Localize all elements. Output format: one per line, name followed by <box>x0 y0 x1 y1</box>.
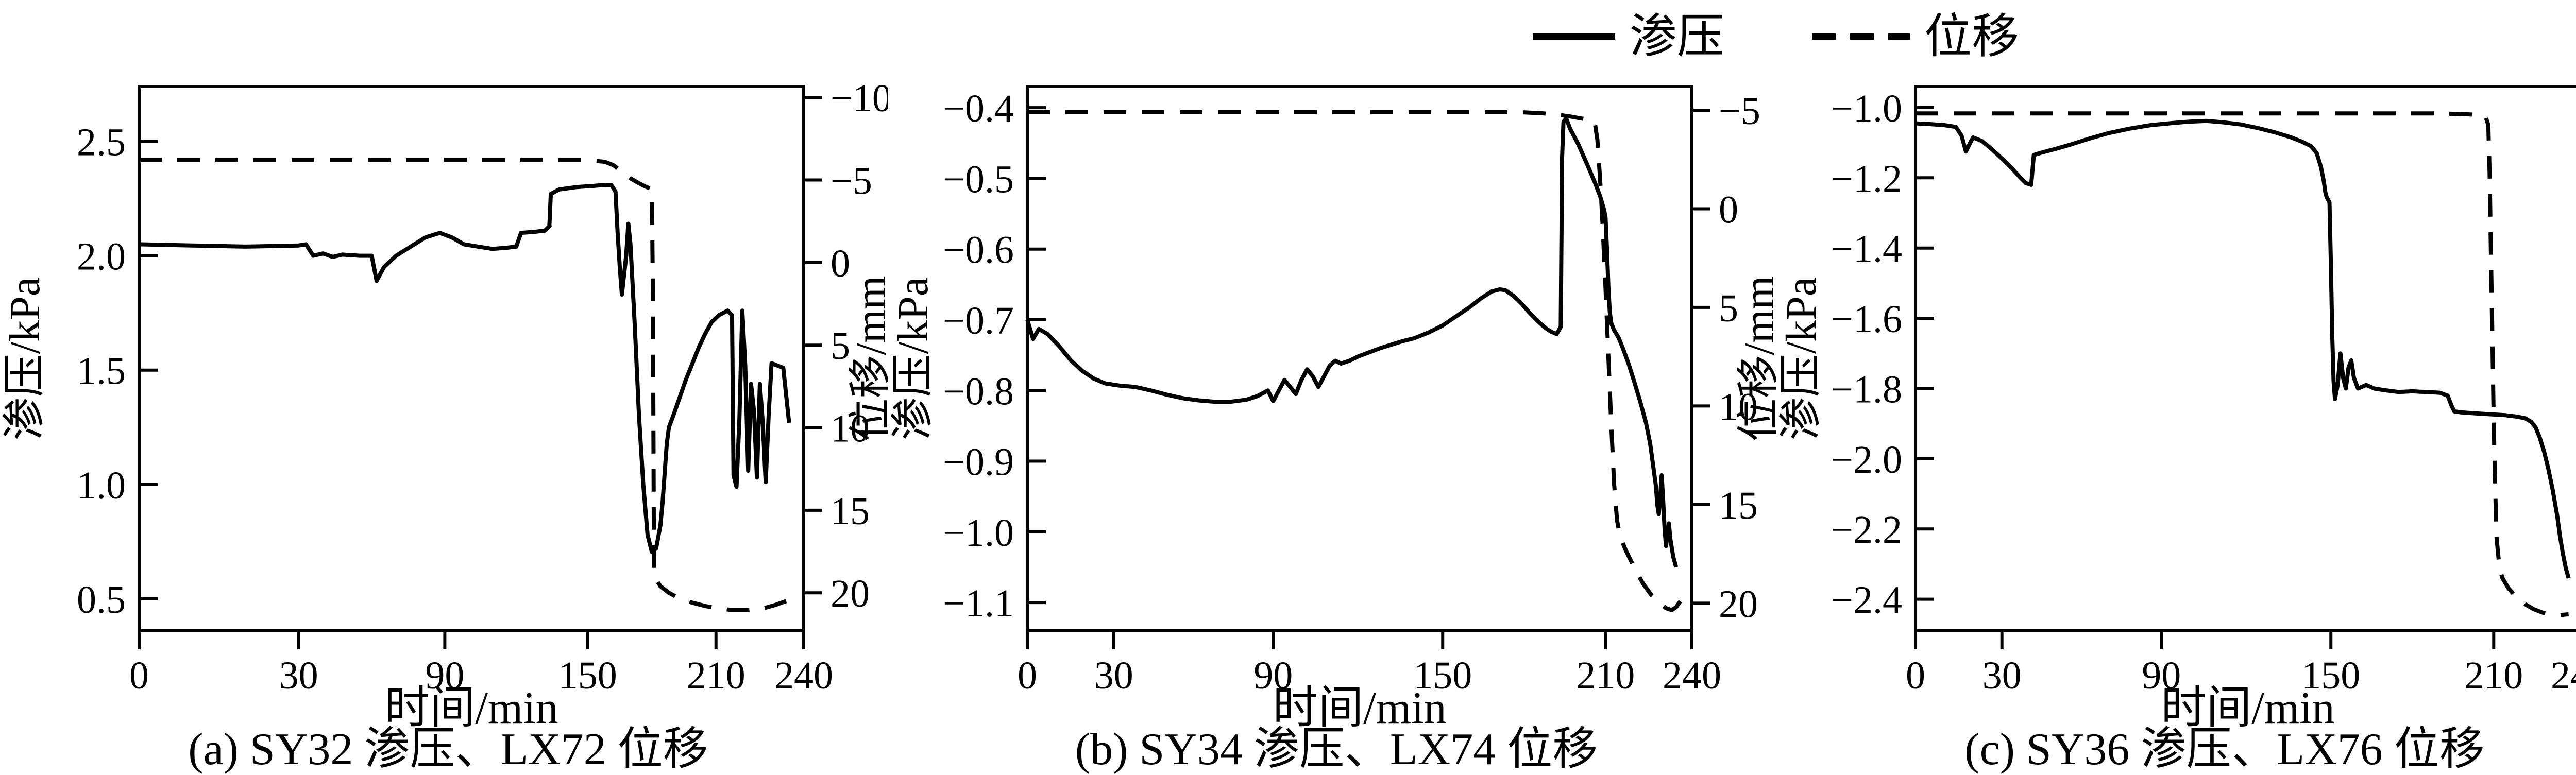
legend-item-displacement: 位移 <box>1812 13 2019 60</box>
chart-c-x-tick-label: 30 <box>1982 654 2022 697</box>
chart-a-svg: 2.5 2.0 1.5 1.0 0.5 −10 −5 0 5 10 15 20 0 30 90 150 210 2… <box>1 77 888 697</box>
chart-a-x-tick-label: 90 <box>425 654 464 697</box>
chart-b-displacement-line <box>1027 110 1682 612</box>
chart-b-x-tick-label: 30 <box>1094 654 1133 697</box>
chart-c-left-tick-label: −1.2 <box>1831 157 1902 200</box>
chart-c-left-tick-label: −2.2 <box>1831 508 1902 552</box>
chart-a-right-axis-title: 位移/mm <box>847 275 888 441</box>
chart-b-right-tick-label: 0 <box>1719 188 1738 231</box>
chart-b-left-tick-label: −0.7 <box>943 299 1014 342</box>
chart-b-left-tick-label: −1.1 <box>943 582 1014 625</box>
chart-a-left-axis-title: 渗压/kPa <box>1 277 49 440</box>
chart-c-seepage-line <box>1915 118 2571 579</box>
chart-a-left-tick-label: 1.5 <box>77 350 126 393</box>
chart-a-left-tick-label: 1.0 <box>77 464 126 507</box>
chart-b-right-tick-label: −5 <box>1719 90 1760 133</box>
chart-b-x-tick-label: 210 <box>1576 654 1635 697</box>
chart-c-x-tick-label: 210 <box>2464 654 2523 697</box>
chart-c-x-tick-label: 150 <box>2301 654 2360 697</box>
chart-c-left-tick-label: −1.6 <box>1831 298 1902 341</box>
chart-b-x-tick-label: 150 <box>1413 654 1472 697</box>
dashed-line-key <box>1812 33 1910 40</box>
chart-b-right-axis-title: 位移/mm <box>1735 275 1776 441</box>
chart-b-x-tick-label: 0 <box>1018 654 1037 697</box>
chart-b-left-tick-label: −0.4 <box>943 87 1014 130</box>
legend-label-seepage: 渗压 <box>1629 10 1724 63</box>
chart-c-x-axis-title: 时间/min <box>2161 683 2335 733</box>
chart-a-left-tick-label: 2.5 <box>77 121 126 164</box>
chart-c-svg: −1.0−1.2−1.4−1.6−1.8−2.0−2.2−2.4−10−5051… <box>1777 85 2576 697</box>
chart-c-left-tick-label: −2.0 <box>1831 438 1902 481</box>
chart-a-x-tick-label: 30 <box>279 654 318 697</box>
chart-b-left-tick-label: −0.6 <box>943 229 1014 272</box>
chart-b-left-tick-label: −0.9 <box>943 441 1014 484</box>
chart-b-frame <box>1026 85 1693 632</box>
chart-b-x-axis-title: 时间/min <box>1273 683 1447 733</box>
chart-a-right-tick-label: 5 <box>831 324 850 368</box>
chart-a-left-tick-label: 0.5 <box>77 578 126 622</box>
chart-a-right-tick-label: −5 <box>831 160 872 203</box>
chart-b-right-tick-label: 20 <box>1719 582 1758 626</box>
chart-a-displacement-line <box>139 158 787 612</box>
chart-b-left-axis-title: 渗压/kPa <box>889 277 937 440</box>
chart-c-displacement-line <box>1916 111 2569 617</box>
chart-b-caption: (b) SY34 渗压、LX74 位移 <box>1075 725 1598 774</box>
chart-b-x-tick-label: 240 <box>1663 654 1721 697</box>
chart-a-right-tick-label: 20 <box>831 572 870 615</box>
chart-a-x-axis-title: 时间/min <box>384 683 558 733</box>
chart-c-frame <box>1914 85 2576 632</box>
chart-c-left-tick-label: −1.4 <box>1831 228 1902 271</box>
chart-a-x-tick-label: 210 <box>687 654 745 697</box>
chart-c-x-tick-label: 240 <box>2551 654 2576 697</box>
chart-b-left-tick-label: −0.8 <box>943 370 1014 413</box>
chart-b-x-tick-label: 90 <box>1253 654 1293 697</box>
chart-b-right-tick-label: 15 <box>1719 484 1758 527</box>
chart-a: 2.5 2.0 1.5 1.0 0.5 −10 −5 0 5 10 15 20 0 30 90 150 210 2… <box>0 0 888 775</box>
chart-a-frame <box>138 85 805 632</box>
legend-item-seepage: 渗压 <box>1532 10 1724 63</box>
chart-a-left-tick-label: 2.0 <box>77 235 126 279</box>
chart-c-left-tick-label: −1.0 <box>1831 87 1902 130</box>
chart-a-x-tick-label: 150 <box>558 654 617 697</box>
chart-b: −0.4 −0.5 −0.6 −0.7 −0.8 −0.9 −1.0 −1.1 −5 0 5 10 15… <box>888 0 1776 775</box>
chart-b-left-tick-label: −0.5 <box>943 158 1014 201</box>
chart-b-right-tick-label: 10 <box>1719 385 1758 428</box>
chart-b-seepage-line <box>1025 116 1679 568</box>
legend-label-displacement: 位移 <box>1924 10 2020 63</box>
chart-a-right-tick-label: 10 <box>831 407 870 451</box>
chart-c-left-axis-title: 渗压/kPa <box>1777 277 1825 440</box>
chart-a-right-tick-label: −10 <box>831 77 888 120</box>
chart-c-x-tick-label: 90 <box>2142 654 2181 697</box>
chart-b-right-tick-label: 5 <box>1719 287 1738 330</box>
chart-c-caption: (c) SY36 渗压、LX76 位移 <box>1964 725 2485 774</box>
chart-c-x-tick-label: 0 <box>1906 654 1925 697</box>
chart-c-left-tick-label: −2.4 <box>1831 579 1902 622</box>
chart-c: −1.0−1.2−1.4−1.6−1.8−2.0−2.2−2.4−10−5051… <box>1776 0 2576 775</box>
chart-a-right-tick-label: 0 <box>831 242 850 285</box>
legend: 渗压 位移 <box>0 3 2576 70</box>
chart-a-caption: (a) SY32 渗压、LX72 位移 <box>188 725 708 774</box>
chart-b-left-tick-label: −1.0 <box>943 511 1014 555</box>
chart-a-x-tick-label: 240 <box>774 654 833 697</box>
solid-line-key <box>1532 33 1615 40</box>
chart-c-left-tick-label: −1.8 <box>1831 368 1902 411</box>
chart-a-right-tick-label: 15 <box>831 490 870 533</box>
chart-b-svg: −0.4 −0.5 −0.6 −0.7 −0.8 −0.9 −1.0 −1.1 −5 0 5 10 15… <box>889 85 1776 697</box>
chart-a-seepage-line <box>139 183 791 554</box>
chart-a-x-tick-label: 0 <box>129 654 149 697</box>
